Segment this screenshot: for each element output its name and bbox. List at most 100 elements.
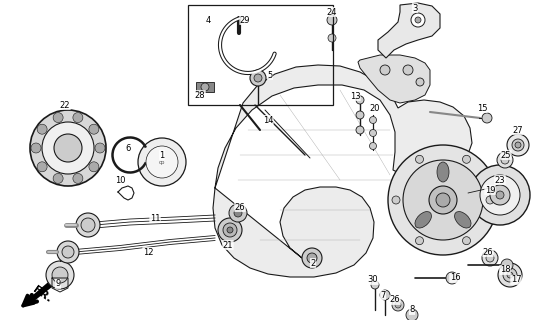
Circle shape bbox=[227, 227, 233, 233]
Circle shape bbox=[328, 34, 336, 42]
Circle shape bbox=[62, 246, 74, 258]
Text: 30: 30 bbox=[367, 276, 378, 284]
Text: 8: 8 bbox=[409, 306, 415, 315]
Circle shape bbox=[463, 237, 471, 245]
Circle shape bbox=[89, 124, 99, 134]
Text: 26: 26 bbox=[390, 295, 400, 305]
Circle shape bbox=[307, 253, 317, 263]
Text: 10: 10 bbox=[115, 175, 125, 185]
Circle shape bbox=[218, 218, 242, 242]
Circle shape bbox=[370, 130, 377, 137]
Circle shape bbox=[356, 111, 364, 119]
Text: 26: 26 bbox=[235, 203, 245, 212]
Circle shape bbox=[515, 142, 521, 148]
Circle shape bbox=[512, 139, 524, 151]
Circle shape bbox=[411, 13, 425, 27]
Circle shape bbox=[482, 250, 498, 266]
Circle shape bbox=[501, 259, 513, 271]
Text: 5: 5 bbox=[267, 70, 273, 79]
Circle shape bbox=[146, 146, 178, 178]
Circle shape bbox=[327, 15, 337, 25]
Bar bbox=[188, 5, 333, 105]
Circle shape bbox=[52, 267, 68, 283]
Circle shape bbox=[486, 254, 494, 262]
Text: 15: 15 bbox=[477, 103, 487, 113]
Circle shape bbox=[250, 70, 266, 86]
Circle shape bbox=[229, 204, 247, 222]
Circle shape bbox=[31, 143, 41, 153]
Circle shape bbox=[138, 138, 186, 186]
Circle shape bbox=[30, 110, 106, 186]
Circle shape bbox=[46, 261, 74, 289]
Text: 27: 27 bbox=[513, 125, 523, 134]
Circle shape bbox=[446, 272, 458, 284]
Text: 9: 9 bbox=[55, 279, 61, 289]
Circle shape bbox=[429, 186, 457, 214]
Text: 23: 23 bbox=[494, 175, 505, 185]
Circle shape bbox=[403, 65, 413, 75]
Circle shape bbox=[416, 78, 424, 86]
Text: 11: 11 bbox=[150, 213, 160, 222]
Text: 21: 21 bbox=[223, 241, 233, 250]
Circle shape bbox=[356, 126, 364, 134]
Circle shape bbox=[37, 124, 47, 134]
Circle shape bbox=[57, 241, 79, 263]
Text: 13: 13 bbox=[350, 92, 360, 100]
Text: 28: 28 bbox=[195, 91, 206, 100]
Circle shape bbox=[392, 299, 404, 311]
Text: 20: 20 bbox=[370, 103, 380, 113]
Circle shape bbox=[503, 268, 517, 282]
Text: 18: 18 bbox=[500, 266, 511, 275]
Circle shape bbox=[81, 218, 95, 232]
Text: 6: 6 bbox=[125, 143, 131, 153]
Circle shape bbox=[395, 302, 401, 308]
Ellipse shape bbox=[437, 162, 449, 182]
Circle shape bbox=[392, 196, 400, 204]
Circle shape bbox=[370, 142, 377, 149]
Circle shape bbox=[37, 162, 47, 172]
Circle shape bbox=[507, 272, 513, 278]
Circle shape bbox=[73, 173, 83, 183]
Text: 1: 1 bbox=[159, 150, 165, 159]
Text: 14: 14 bbox=[263, 116, 273, 124]
Circle shape bbox=[501, 156, 509, 164]
Circle shape bbox=[415, 155, 423, 163]
Circle shape bbox=[370, 116, 377, 124]
Circle shape bbox=[490, 185, 510, 205]
Text: cp: cp bbox=[159, 159, 165, 164]
Text: 24: 24 bbox=[327, 7, 337, 17]
Circle shape bbox=[480, 175, 520, 215]
Text: 25: 25 bbox=[501, 150, 511, 159]
Circle shape bbox=[415, 17, 421, 23]
Circle shape bbox=[403, 160, 483, 240]
Circle shape bbox=[380, 290, 390, 300]
Circle shape bbox=[53, 173, 63, 183]
Circle shape bbox=[388, 145, 498, 255]
Circle shape bbox=[54, 134, 82, 162]
Circle shape bbox=[498, 263, 522, 287]
Circle shape bbox=[254, 74, 262, 82]
Circle shape bbox=[302, 248, 322, 268]
Circle shape bbox=[201, 83, 209, 91]
Circle shape bbox=[496, 191, 504, 199]
Text: 4: 4 bbox=[206, 15, 210, 25]
Circle shape bbox=[507, 134, 529, 156]
Text: 26: 26 bbox=[483, 247, 493, 257]
Polygon shape bbox=[213, 65, 472, 277]
Circle shape bbox=[406, 309, 418, 320]
Circle shape bbox=[95, 143, 105, 153]
Circle shape bbox=[497, 152, 513, 168]
Circle shape bbox=[76, 213, 100, 237]
Circle shape bbox=[89, 162, 99, 172]
Circle shape bbox=[223, 223, 237, 237]
Circle shape bbox=[371, 281, 379, 289]
Text: 22: 22 bbox=[60, 100, 70, 109]
Circle shape bbox=[415, 237, 423, 245]
Circle shape bbox=[470, 165, 530, 225]
Ellipse shape bbox=[415, 212, 431, 228]
Circle shape bbox=[436, 193, 450, 207]
Text: 12: 12 bbox=[143, 247, 153, 257]
Circle shape bbox=[356, 96, 364, 104]
Text: 2: 2 bbox=[310, 259, 316, 268]
Text: 29: 29 bbox=[240, 15, 250, 25]
